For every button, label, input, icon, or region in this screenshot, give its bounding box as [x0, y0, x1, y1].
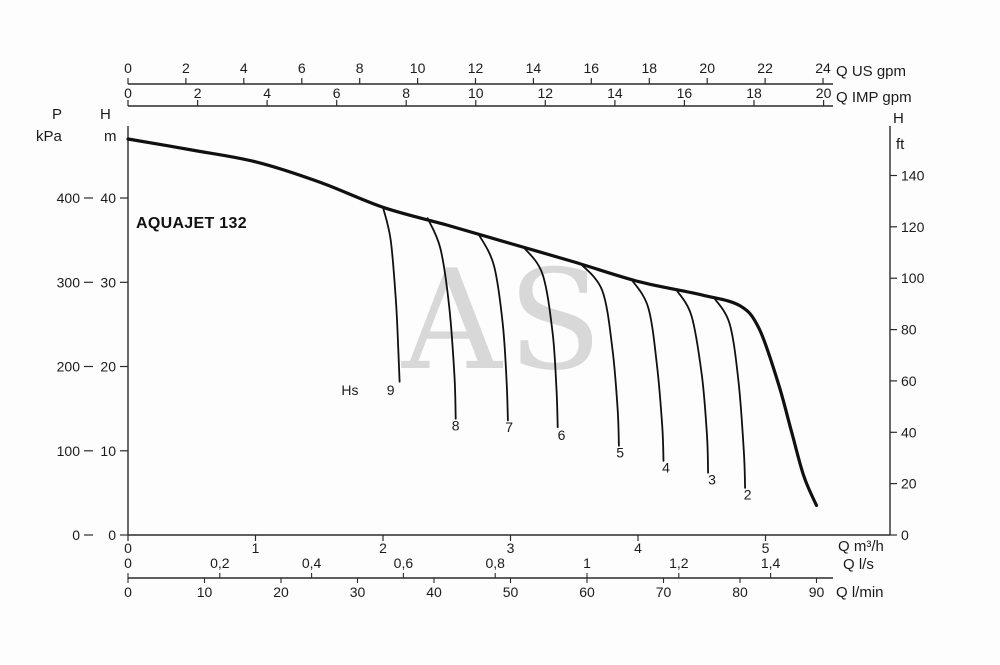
hs-curve-label-4: 4 [662, 460, 670, 476]
axis-unit-ft: ft [896, 136, 905, 153]
tick-label-ft: 140 [901, 168, 925, 184]
tick-label-us-gpm: 6 [298, 60, 306, 76]
tick-label-imp-gpm: 20 [816, 85, 832, 101]
tick-label-kpa: 300 [57, 274, 81, 290]
tick-label-imp-gpm: 10 [468, 85, 484, 101]
tick-label-ls: 0 [124, 555, 132, 571]
hs-curve-label-6: 6 [558, 427, 566, 443]
hs-curve-label-5: 5 [616, 445, 624, 461]
axis-unit-m3h: Q m³/h [838, 538, 884, 555]
axis-unit-pressure: P [52, 106, 63, 123]
axis-unit-ls: Q l/s [843, 556, 874, 573]
tick-label-lmin: 70 [656, 584, 672, 600]
tick-label-ft: 100 [901, 270, 925, 286]
hs-curve-8 [426, 217, 457, 420]
hs-curve-label-2: 2 [744, 487, 752, 503]
tick-label-us-gpm: 14 [526, 60, 542, 76]
tick-label-kpa: 200 [57, 359, 81, 375]
tick-label-m3h: 3 [507, 540, 515, 556]
tick-label-ls: 1 [583, 555, 591, 571]
tick-label-ls: 0,4 [302, 555, 322, 571]
tick-label-us-gpm: 4 [240, 60, 248, 76]
tick-label-us-gpm: 8 [356, 60, 364, 76]
tick-label-m: 0 [108, 527, 116, 543]
chart-title: AQUAJET 132 [136, 215, 247, 232]
tick-label-lmin: 90 [809, 584, 825, 600]
tick-label-kpa: 400 [57, 190, 81, 206]
tick-label-imp-gpm: 18 [746, 85, 762, 101]
tick-label-ft: 0 [901, 527, 909, 543]
axis-unit-lmin: Q l/min [836, 584, 884, 601]
tick-label-lmin: 60 [579, 584, 595, 600]
tick-label-lmin: 30 [350, 584, 366, 600]
axis-unit-head-left: H [100, 106, 111, 123]
tick-label-lmin: 40 [426, 584, 442, 600]
axis-unit-kpa: kPa [36, 128, 62, 145]
tick-label-kpa: 0 [72, 527, 80, 543]
hs-curve-4 [630, 278, 665, 462]
tick-label-ft: 40 [901, 424, 917, 440]
tick-label-ls: 0,2 [210, 555, 230, 571]
axis-unit-us-gpm: Q US gpm [836, 63, 907, 80]
tick-label-kpa: 100 [57, 443, 81, 459]
tick-label-ft: 60 [901, 373, 917, 389]
tick-label-us-gpm: 16 [584, 60, 600, 76]
hs-label: Hs [341, 382, 358, 398]
axis-unit-imp-gpm: Q IMP gpm [836, 89, 912, 106]
tick-label-imp-gpm: 8 [402, 85, 410, 101]
hs-curve-5 [579, 262, 620, 447]
main-head-curve [126, 137, 819, 508]
hs-curve-label-8: 8 [452, 418, 460, 434]
hs-curve-label-9: 9 [387, 382, 395, 398]
axis-unit-m: m [104, 128, 117, 145]
tick-label-m3h: 0 [124, 540, 132, 556]
tick-label-imp-gpm: 6 [333, 85, 341, 101]
tick-label-m: 20 [100, 359, 116, 375]
tick-label-lmin: 50 [503, 584, 519, 600]
tick-label-m3h: 2 [379, 540, 387, 556]
tick-label-m: 40 [100, 190, 116, 206]
tick-label-us-gpm: 10 [410, 60, 426, 76]
tick-label-m3h: 1 [252, 540, 260, 556]
hs-curve-7 [477, 233, 509, 422]
tick-label-lmin: 20 [273, 584, 289, 600]
tick-label-us-gpm: 20 [699, 60, 715, 76]
tick-label-lmin: 80 [732, 584, 748, 600]
tick-label-ft: 80 [901, 322, 917, 338]
tick-label-ft: 120 [901, 219, 925, 235]
axis-unit-head-right: H [893, 110, 904, 127]
tick-label-imp-gpm: 4 [263, 85, 271, 101]
tick-label-ls: 1,2 [669, 555, 689, 571]
tick-label-m: 10 [100, 443, 116, 459]
tick-label-imp-gpm: 14 [607, 85, 623, 101]
tick-label-m: 30 [100, 274, 116, 290]
hs-curve-label-3: 3 [708, 471, 716, 487]
hs-curve-3 [675, 288, 709, 474]
tick-label-imp-gpm: 0 [124, 85, 132, 101]
tick-label-imp-gpm: 12 [538, 85, 554, 101]
tick-label-imp-gpm: 16 [677, 85, 693, 101]
tick-label-us-gpm: 2 [182, 60, 190, 76]
tick-label-ls: 1,4 [761, 555, 781, 571]
tick-label-ft: 20 [901, 476, 917, 492]
tick-label-us-gpm: 22 [757, 60, 773, 76]
hs-curve-9 [382, 206, 401, 383]
tick-label-ls: 0,6 [394, 555, 414, 571]
tick-label-m3h: 5 [762, 540, 770, 556]
tick-label-us-gpm: 18 [642, 60, 658, 76]
hs-curve-2 [713, 297, 746, 489]
hs-curve-6 [522, 246, 559, 429]
tick-label-m3h: 4 [634, 540, 642, 556]
tick-label-ls: 0,8 [485, 555, 505, 571]
tick-label-lmin: 10 [197, 584, 213, 600]
tick-label-us-gpm: 12 [468, 60, 484, 76]
hs-curve-label-7: 7 [505, 419, 513, 435]
tick-label-us-gpm: 24 [815, 60, 831, 76]
tick-label-lmin: 0 [124, 584, 132, 600]
tick-label-imp-gpm: 2 [194, 85, 202, 101]
tick-label-us-gpm: 0 [124, 60, 132, 76]
